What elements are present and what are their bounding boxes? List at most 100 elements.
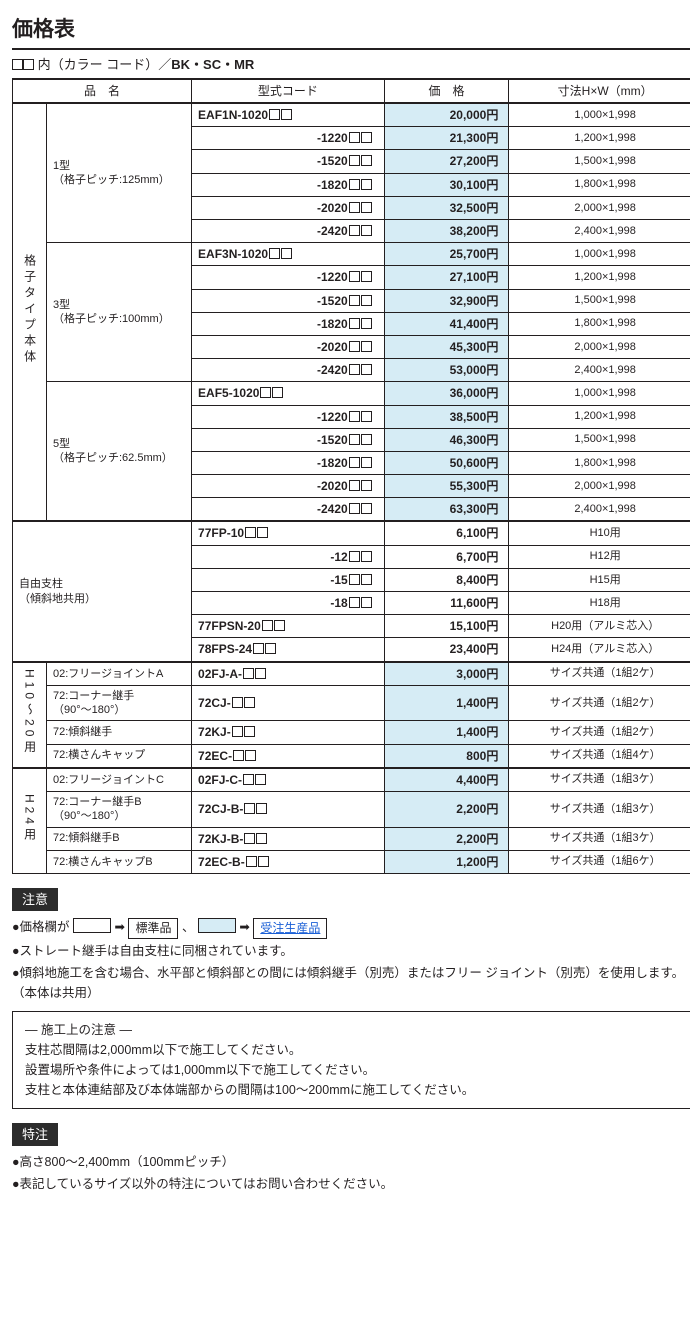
square-icon (244, 803, 255, 814)
code-cell: 02FJ-C- (192, 768, 385, 792)
special-block: ●高さ800〜2,400mm（100mmピッチ） ●表記しているサイズ以外の特注… (12, 1152, 690, 1194)
square-icon (361, 225, 372, 236)
price-cell: 27,200円 (384, 150, 509, 173)
price-cell: 41,400円 (384, 312, 509, 335)
code-cell: -2020 (192, 196, 385, 219)
group-label: 自由支柱（傾斜地共用） (13, 521, 192, 661)
price-cell: 11,600円 (384, 592, 509, 615)
dim-cell: 1,200×1,998 (509, 405, 690, 428)
construction-line: 支柱と本体連結部及び本体端部からの間隔は100〜200mmに施工してください。 (25, 1080, 689, 1100)
square-icon (244, 833, 255, 844)
dim-cell: 1,500×1,998 (509, 289, 690, 312)
square-icon (272, 387, 283, 398)
price-cell: 30,100円 (384, 173, 509, 196)
dim-cell: サイズ共通（1組4ケ） (509, 744, 690, 768)
subgroup-label: 5型（格子ピッチ:62.5mm） (46, 382, 191, 522)
square-icon (361, 364, 372, 375)
construction-line: 設置場所や条件によっては1,000mm以下で施工してください。 (25, 1060, 689, 1080)
dim-cell: サイズ共通（1組2ケ） (509, 662, 690, 686)
square-icon (245, 527, 256, 538)
square-icon (258, 856, 269, 867)
square-icon (349, 457, 360, 468)
square-icon (260, 387, 271, 398)
square-icon (244, 726, 255, 737)
swatch-order (198, 918, 236, 933)
notice-block: ●価格欄が ➡ 標準品 、 ➡ 受注生産品 ●ストレート継手は自由支柱に同梱され… (12, 917, 690, 1108)
subgroup-label: 3型（格子ピッチ:100mm） (46, 243, 191, 382)
square-icon (255, 774, 266, 785)
square-icon (349, 132, 360, 143)
square-icon (12, 59, 23, 70)
code-cell: -2420 (192, 359, 385, 382)
square-icon (274, 620, 285, 631)
square-icon (243, 774, 254, 785)
square-icon (361, 434, 372, 445)
subgroup-label: 72:コーナー継手B（90°〜180°） (46, 791, 191, 827)
square-icon (257, 527, 268, 538)
dim-cell: 1,200×1,998 (509, 127, 690, 150)
dim-cell: サイズ共通（1組3ケ） (509, 827, 690, 850)
dim-cell: サイズ共通（1組2ケ） (509, 721, 690, 744)
square-icon (349, 295, 360, 306)
notice-line: ●傾斜地施工を含む場合、水平部と傾斜部との間には傾斜継手（別売）またはフリー ジ… (12, 963, 690, 1003)
square-icon (361, 318, 372, 329)
square-icon (361, 132, 372, 143)
price-cell: 53,000円 (384, 359, 509, 382)
square-icon (361, 271, 372, 282)
square-icon (23, 59, 34, 70)
code-cell: 72KJ-B- (192, 827, 385, 850)
dim-cell: 2,000×1,998 (509, 335, 690, 358)
price-cell: 32,900円 (384, 289, 509, 312)
vertical-label: H24用 (13, 768, 47, 874)
dim-cell: サイズ共通（1組3ケ） (509, 768, 690, 792)
code-cell: 02FJ-A- (192, 662, 385, 686)
code-cell: 72KJ- (192, 721, 385, 744)
code-cell: 72CJ-B- (192, 791, 385, 827)
legend-order: 受注生産品 (253, 918, 327, 939)
price-cell: 3,000円 (384, 662, 509, 686)
square-icon (361, 155, 372, 166)
subgroup-label: 1型（格子ピッチ:125mm） (46, 103, 191, 243)
square-icon (256, 833, 267, 844)
dim-cell: 1,200×1,998 (509, 266, 690, 289)
code-cell: 77FPSN-20 (192, 615, 385, 638)
dim-cell: 1,800×1,998 (509, 312, 690, 335)
dim-cell: H18用 (509, 592, 690, 615)
square-icon (256, 803, 267, 814)
col-name: 品 名 (13, 80, 192, 103)
notice-line: ●ストレート継手は自由支柱に同梱されています。 (12, 941, 690, 961)
square-icon (281, 109, 292, 120)
square-icon (246, 856, 257, 867)
subgroup-label: 72:傾斜継手 (46, 721, 191, 744)
notice-tag: 注意 (12, 888, 58, 912)
square-icon (244, 697, 255, 708)
code-cell: 72CJ- (192, 685, 385, 721)
price-cell: 2,200円 (384, 791, 509, 827)
dim-cell: 1,000×1,998 (509, 103, 690, 127)
price-cell: 27,100円 (384, 266, 509, 289)
square-icon (361, 202, 372, 213)
subheading: 内（カラー コード）／BK・SC・MR (12, 56, 690, 80)
subgroup-label: 02:フリージョイントA (46, 662, 191, 686)
dim-cell: H10用 (509, 521, 690, 545)
square-icon (349, 155, 360, 166)
square-icon (361, 551, 372, 562)
square-icon (243, 668, 254, 679)
square-icon (349, 597, 360, 608)
square-icon (232, 697, 243, 708)
subheading-prefix: 内（カラー コード）／ (38, 57, 172, 72)
price-cell: 800円 (384, 744, 509, 768)
price-cell: 36,000円 (384, 382, 509, 405)
square-icon (265, 643, 276, 654)
square-icon (361, 480, 372, 491)
code-cell: -2020 (192, 335, 385, 358)
dim-cell: 2,400×1,998 (509, 359, 690, 382)
square-icon (349, 318, 360, 329)
code-cell: -1220 (192, 266, 385, 289)
dim-cell: H12用 (509, 545, 690, 568)
dim-cell: H24用（アルミ芯入） (509, 638, 690, 662)
code-cell: -1520 (192, 289, 385, 312)
code-cell: -1820 (192, 451, 385, 474)
col-code: 型式コード (192, 80, 385, 103)
square-icon (361, 503, 372, 514)
